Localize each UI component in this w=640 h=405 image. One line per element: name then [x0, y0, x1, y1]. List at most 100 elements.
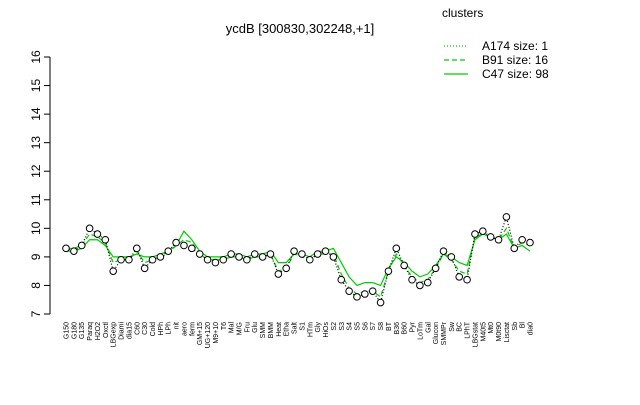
x-tick-label: Cold [150, 322, 157, 337]
x-tick-label: Oxctl [103, 322, 110, 338]
x-tick-label: B60 [402, 322, 409, 335]
x-tick-label: Gly [315, 322, 322, 333]
data-point [416, 281, 424, 290]
data-point [510, 244, 519, 253]
x-tick-label: Etha [284, 322, 291, 337]
x-tick-label: dia15 [126, 322, 133, 339]
data-point [431, 264, 440, 273]
x-tick-label: S2 [331, 322, 338, 331]
data-point [321, 247, 330, 255]
data-point [274, 270, 283, 278]
x-tick-label: Bl [520, 322, 527, 329]
x-tick-label: G180 [71, 322, 78, 339]
data-point [164, 247, 173, 255]
y-tick-label: 9 [29, 253, 43, 260]
x-tick-label: Mt0 [488, 322, 495, 334]
data-point [502, 213, 511, 221]
legend-label: A174 size: 1 [482, 39, 548, 53]
data-point [243, 255, 251, 264]
data-point [140, 264, 149, 273]
x-tick-label: Glu [252, 322, 259, 333]
data-point [180, 241, 188, 250]
x-tick-label: GM+15 [197, 322, 204, 345]
y-tick-label: 12 [29, 164, 43, 178]
y-tick-label: 13 [29, 136, 43, 150]
x-tick-label: nit [174, 322, 181, 329]
legend-title: clusters [442, 6, 483, 20]
x-tick-label: aero [181, 322, 188, 336]
data-point [101, 235, 110, 244]
data-point [313, 250, 322, 258]
data-point [337, 275, 346, 284]
data-point [109, 267, 117, 275]
data-point [329, 253, 338, 261]
data-point [463, 275, 471, 284]
data-point [290, 247, 298, 255]
data-point [195, 250, 204, 258]
x-tick-label: S7 [370, 322, 377, 331]
x-tick-label: S4 [347, 322, 354, 331]
data-point [423, 278, 432, 287]
x-tick-label: S1 [299, 322, 306, 331]
x-tick-label: Sb [512, 322, 519, 331]
x-tick-label: HPh [158, 322, 165, 336]
x-tick-label: M40t5 [480, 322, 487, 342]
series-line [65, 214, 531, 305]
x-tick-label: M0t90 [496, 322, 503, 342]
x-tick-label: LPh [166, 322, 173, 335]
x-tick-label: Lisctat [504, 322, 511, 342]
data-point [376, 298, 385, 307]
data-point [235, 253, 243, 261]
x-tick-label: G135 [79, 322, 86, 339]
data-point [62, 244, 70, 253]
data-point [172, 238, 180, 247]
x-tick-label: B36 [394, 322, 401, 335]
data-point [408, 275, 416, 284]
x-tick-label: G150 [64, 322, 71, 339]
data-point [494, 235, 503, 244]
data-point [93, 230, 102, 238]
data-point [266, 250, 275, 258]
x-tick-label: S3 [339, 322, 346, 331]
data-point [353, 293, 361, 301]
data-point [479, 227, 487, 235]
data-point [345, 287, 353, 295]
data-point [518, 235, 526, 244]
x-tick-label: Salt [292, 322, 299, 334]
data-point [447, 253, 456, 261]
data-point [400, 261, 408, 270]
x-tick-label: Glucon [433, 322, 440, 344]
data-point [486, 233, 495, 241]
x-tick-label: S6 [362, 322, 369, 331]
y-tick-label: 11 [29, 193, 43, 206]
x-tick-label: S8 [378, 322, 385, 331]
x-tick-label: H2O2 [95, 322, 102, 340]
y-tick-label: 15 [29, 79, 43, 93]
data-point [392, 244, 401, 253]
y-tick-label: 7 [29, 310, 43, 317]
x-tick-label: Diami [119, 322, 126, 340]
x-tick-label: C60 [134, 322, 141, 335]
data-point [368, 287, 377, 295]
data-point [132, 244, 141, 253]
x-tick-label: LoTm [417, 322, 424, 340]
x-tick-label: Paraq [87, 322, 94, 341]
chart-title: ycdB [300830,302248,+1] [226, 21, 375, 36]
series-line [66, 227, 531, 298]
x-tick-label: HiOs [323, 322, 330, 338]
data-point [258, 253, 267, 261]
x-tick-label: BT [386, 321, 393, 331]
x-tick-label: C30 [142, 322, 149, 335]
x-tick-label: Gal [425, 322, 432, 333]
data-point [455, 273, 464, 281]
legend-label: B91 size: 16 [482, 53, 548, 67]
x-tick-label: SMMPr [441, 321, 448, 345]
x-tick-label: Mal [229, 322, 236, 334]
x-tick-label: Sw [449, 321, 456, 332]
data-point [125, 255, 133, 264]
data-point [227, 250, 235, 258]
data-point [70, 247, 78, 255]
x-tick-label: Fru [244, 322, 251, 333]
x-tick-label: BMM [268, 322, 275, 339]
